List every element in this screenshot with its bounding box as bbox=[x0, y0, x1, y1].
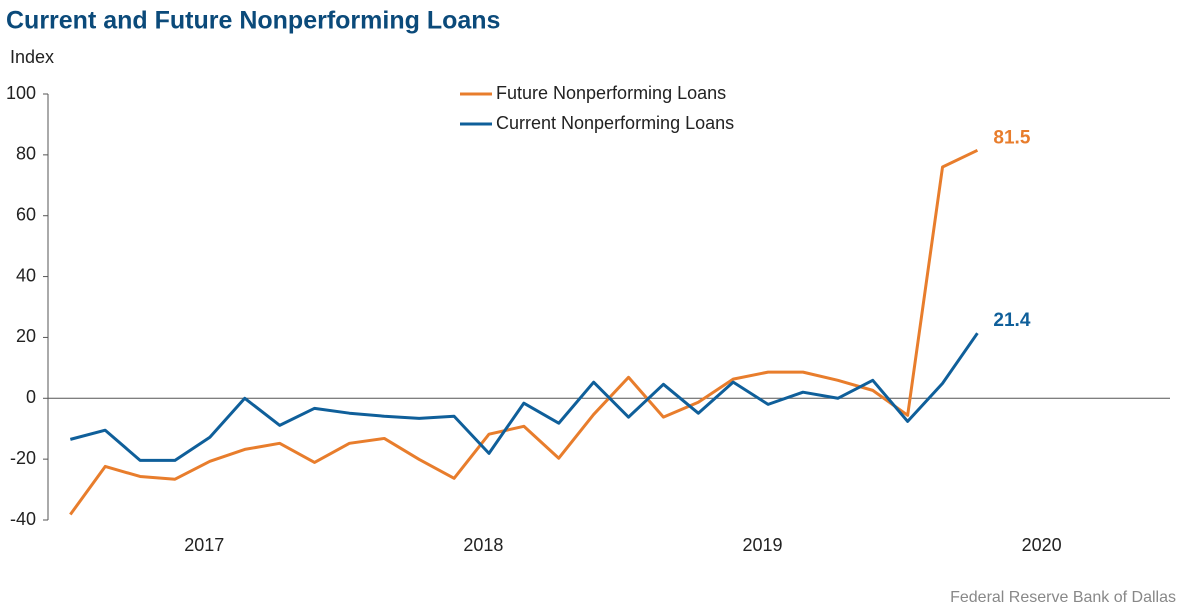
end-label: 21.4 bbox=[993, 310, 1030, 331]
y-tick-label: 0 bbox=[26, 387, 36, 407]
x-tick-label: 2019 bbox=[742, 535, 782, 555]
line-series bbox=[69, 332, 979, 462]
y-tick-label: -40 bbox=[10, 509, 36, 529]
x-tick-label: 2018 bbox=[463, 535, 503, 555]
end-label: 81.5 bbox=[993, 127, 1030, 148]
x-tick-label: 2017 bbox=[184, 535, 224, 555]
chart-title: Current and Future Nonperforming Loans bbox=[6, 7, 500, 35]
y-tick-label: -20 bbox=[10, 448, 36, 468]
y-tick-label: 40 bbox=[16, 265, 36, 285]
legend-label: Future Nonperforming Loans bbox=[496, 83, 726, 103]
line-series bbox=[69, 148, 979, 516]
y-tick-label: 60 bbox=[16, 204, 36, 224]
y-tick-label: 100 bbox=[6, 83, 36, 103]
source: Federal Reserve Bank of Dallas bbox=[950, 589, 1176, 606]
x-tick-label: 2020 bbox=[1022, 535, 1062, 555]
y-tick-label: 80 bbox=[16, 144, 36, 164]
legend-label: Current Nonperforming Loans bbox=[496, 113, 734, 133]
y-tick-label: 20 bbox=[16, 326, 36, 346]
y-axis-label: Index bbox=[10, 47, 54, 67]
